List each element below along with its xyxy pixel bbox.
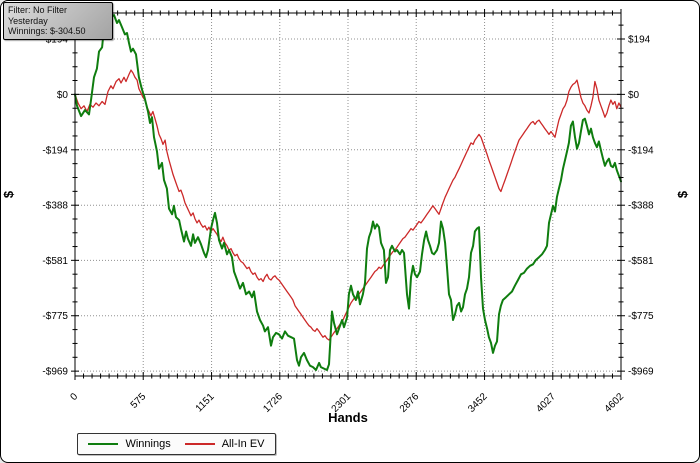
- svg-text:$0: $0: [57, 90, 69, 101]
- info-box-range-line: Yesterday: [8, 15, 48, 26]
- svg-text:-$581: -$581: [42, 256, 68, 267]
- legend: Winnings All-In EV: [77, 433, 276, 455]
- svg-text:-$388: -$388: [42, 201, 68, 212]
- svg-text:1151: 1151: [194, 391, 217, 414]
- x-axis-title: Hands: [328, 410, 368, 425]
- svg-text:-$581: -$581: [628, 256, 654, 267]
- svg-text:3452: 3452: [466, 391, 490, 415]
- svg-text:-$775: -$775: [628, 311, 654, 322]
- svg-text:-$775: -$775: [42, 311, 68, 322]
- allin-ev-line-swatch: [184, 443, 215, 445]
- svg-text:-$969: -$969: [628, 367, 654, 378]
- svg-text:$194: $194: [46, 34, 69, 45]
- svg-text:-$388: -$388: [628, 201, 654, 212]
- winnings-line-group: [74, 14, 622, 371]
- winnings-line: [74, 14, 622, 371]
- legend-label-winnings: Winnings: [125, 438, 171, 450]
- legend-item-winnings: Winnings: [88, 438, 171, 450]
- svg-text:4602: 4602: [603, 391, 627, 415]
- svg-text:-$969: -$969: [42, 367, 68, 378]
- x-gridlines: [142, 13, 554, 376]
- legend-item-allin-ev: All-In EV: [184, 438, 265, 450]
- svg-text:0: 0: [68, 391, 80, 403]
- svg-text:4027: 4027: [534, 391, 558, 415]
- svg-text:2876: 2876: [398, 391, 422, 415]
- info-box-filter-line: Filter: No Filter: [8, 5, 68, 15]
- svg-text:1726: 1726: [261, 391, 285, 415]
- svg-text:575: 575: [129, 391, 149, 411]
- winnings-line-swatch: [88, 443, 119, 445]
- axis-ticks: [71, 9, 625, 380]
- y-axis-title-right: $: [675, 190, 690, 198]
- svg-text:$194: $194: [628, 34, 651, 45]
- y-axis-title-left: $: [1, 190, 16, 198]
- y-tick-labels-left: $194 $0 -$194 -$388 -$581 -$775 -$969: [42, 34, 68, 377]
- svg-text:$0: $0: [628, 90, 640, 101]
- svg-text:-$194: -$194: [42, 145, 68, 156]
- y-tick-labels-right: $194 $0 -$194 -$388 -$581 -$775 -$969: [628, 34, 654, 377]
- svg-text:-$194: -$194: [628, 145, 654, 156]
- info-box-winnings-line: Winnings: $-304.50: [8, 26, 86, 36]
- legend-label-allin-ev: All-In EV: [221, 438, 265, 450]
- info-box: Filter: No Filter Yesterday Winnings: $-…: [3, 2, 113, 40]
